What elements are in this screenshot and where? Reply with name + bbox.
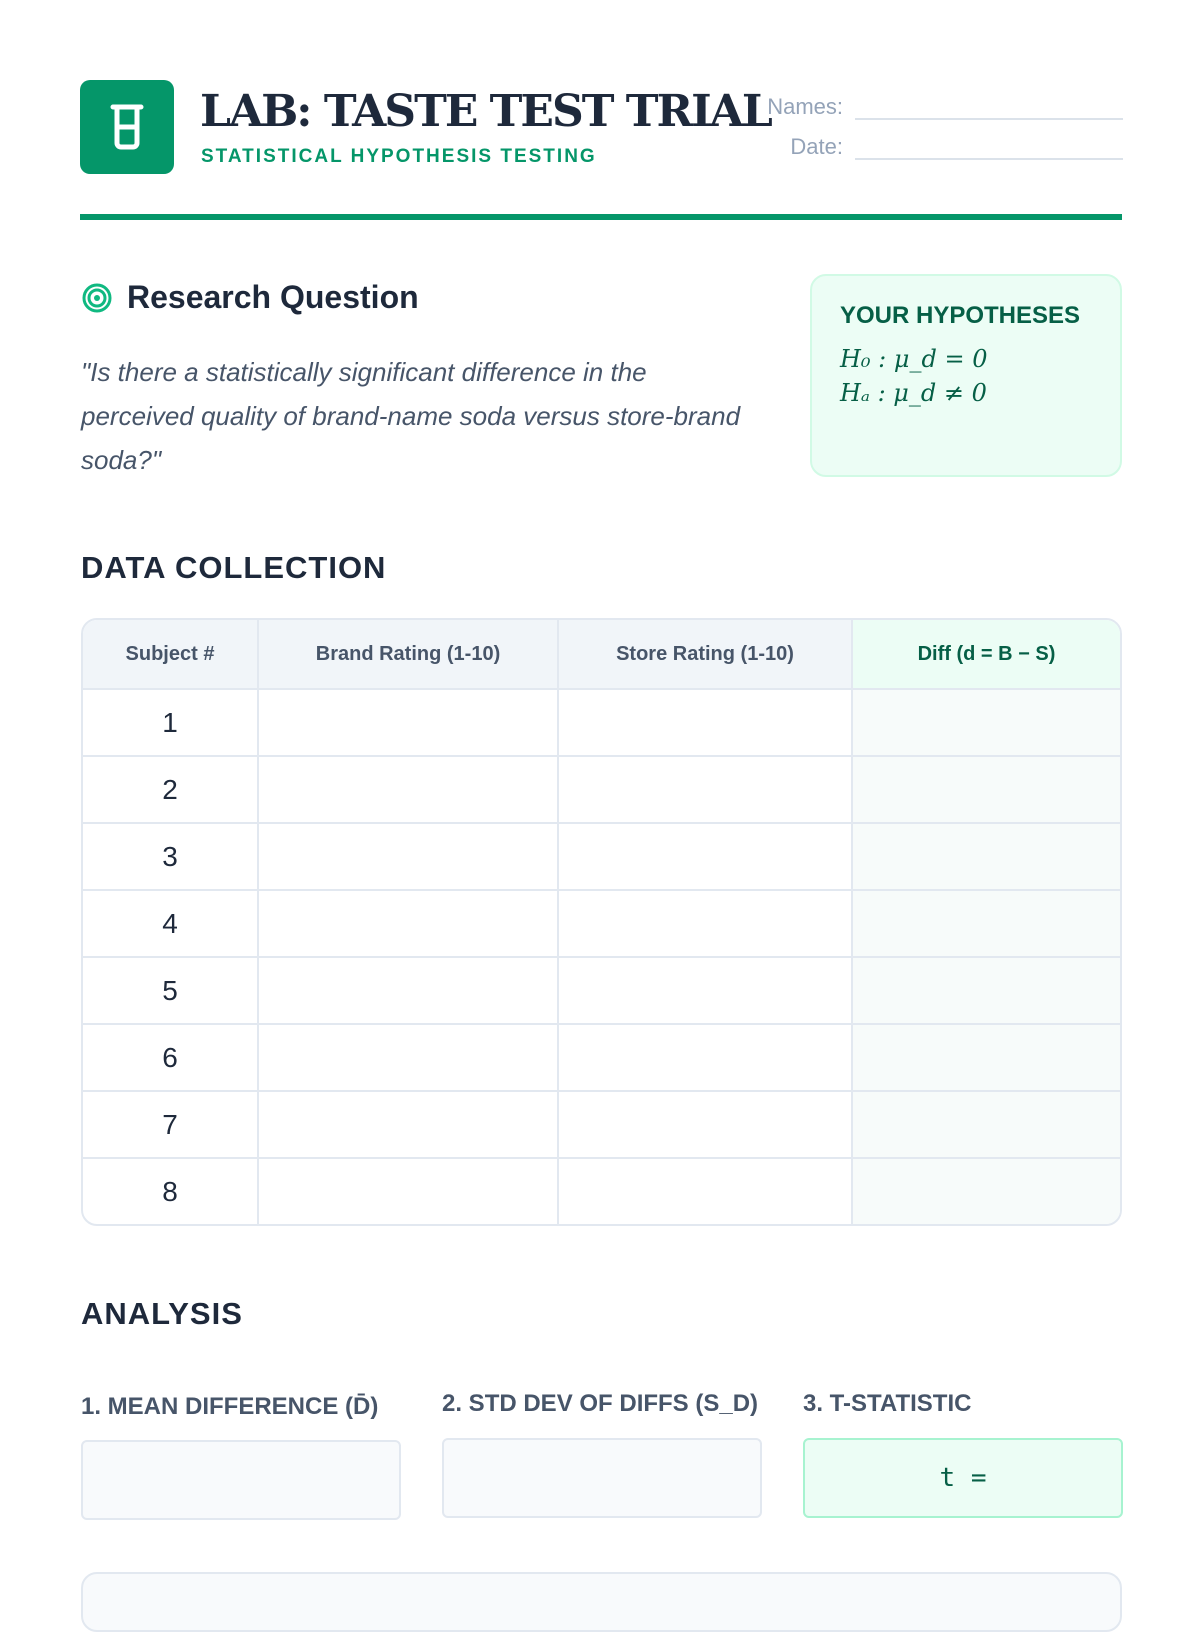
subject-number: 7 [83, 1090, 259, 1157]
brand-rating-cell[interactable] [259, 755, 559, 822]
diff-cell[interactable] [853, 1157, 1120, 1224]
null-hypothesis: H₀ : μ_d = 0 [840, 345, 988, 373]
diff-cell[interactable] [853, 822, 1120, 889]
store-rating-cell[interactable] [559, 889, 853, 956]
subject-number: 4 [83, 889, 259, 956]
conclusion-box[interactable] [81, 1572, 1122, 1632]
brand-rating-cell[interactable] [259, 688, 559, 755]
research-question-text: "Is there a statistically significant di… [81, 357, 741, 475]
mean-difference-label: 1. MEAN DIFFERENCE (D̄) [81, 1393, 379, 1420]
date-label: Date: [790, 134, 843, 159]
store-rating-cell[interactable] [559, 822, 853, 889]
subject-number: 6 [83, 1023, 259, 1090]
table-row: 5 [83, 956, 1120, 1023]
hypotheses-box: YOUR HYPOTHESES H₀ : μ_d = 0 Hₐ : μ_d ≠ … [810, 274, 1122, 477]
store-rating-cell[interactable] [559, 1090, 853, 1157]
store-rating-cell[interactable] [559, 755, 853, 822]
page-title: LAB: TASTE TEST TRIAL [200, 86, 773, 137]
brand-rating-cell[interactable] [259, 956, 559, 1023]
brand-rating-cell[interactable] [259, 1090, 559, 1157]
data-table: Subject # Brand Rating (1-10) Store Rati… [81, 618, 1122, 1226]
table-row: 7 [83, 1090, 1120, 1157]
diff-cell[interactable] [853, 1023, 1120, 1090]
subject-number: 3 [83, 822, 259, 889]
column-header: Brand Rating (1-10) [259, 620, 559, 688]
names-label: Names: [767, 94, 843, 119]
alternative-hypothesis: Hₐ : μ_d ≠ 0 [840, 379, 987, 407]
subject-number: 1 [83, 688, 259, 755]
store-rating-cell[interactable] [559, 688, 853, 755]
diff-cell[interactable] [853, 956, 1120, 1023]
diff-cell[interactable] [853, 1090, 1120, 1157]
table-row: 3 [83, 822, 1120, 889]
hypotheses-title: YOUR HYPOTHESES [840, 302, 1081, 329]
brand-rating-cell[interactable] [259, 822, 559, 889]
page-subtitle: STATISTICAL HYPOTHESIS TESTING [201, 146, 597, 167]
diff-cell[interactable] [853, 755, 1120, 822]
table-row: 2 [83, 755, 1120, 822]
column-header: Subject # [83, 620, 259, 688]
diff-cell[interactable] [853, 889, 1120, 956]
std-dev-label: 2. STD DEV OF DIFFS (S_D) [442, 1390, 759, 1417]
store-rating-cell[interactable] [559, 1023, 853, 1090]
research-question-title: Research Question [127, 279, 419, 315]
brand-rating-cell[interactable] [259, 1023, 559, 1090]
subject-number: 8 [83, 1157, 259, 1224]
store-rating-cell[interactable] [559, 956, 853, 1023]
subject-number: 2 [83, 755, 259, 822]
brand-rating-cell[interactable] [259, 1157, 559, 1224]
table-row: 4 [83, 889, 1120, 956]
mean-difference-input[interactable] [81, 1440, 401, 1520]
beaker-icon [110, 104, 144, 150]
std-dev-input[interactable] [442, 1438, 762, 1518]
data-collection-title: DATA COLLECTION [81, 550, 387, 585]
logo [80, 80, 174, 174]
table-row: 6 [83, 1023, 1120, 1090]
t-statistic-value: t = [939, 1463, 987, 1493]
column-header: Diff (d = B − S) [853, 620, 1120, 688]
analysis-title: ANALYSIS [81, 1296, 243, 1331]
header-divider [80, 214, 1122, 220]
brand-rating-cell[interactable] [259, 889, 559, 956]
table-row: 8 [83, 1157, 1120, 1224]
diff-cell[interactable] [853, 688, 1120, 755]
t-statistic-input[interactable]: t = [803, 1438, 1123, 1518]
target-icon [82, 283, 112, 313]
t-statistic-label: 3. T-STATISTIC [803, 1390, 972, 1417]
table-row: 1 [83, 688, 1120, 755]
subject-number: 5 [83, 956, 259, 1023]
store-rating-cell[interactable] [559, 1157, 853, 1224]
column-header: Store Rating (1-10) [559, 620, 853, 688]
names-field[interactable] [855, 118, 1123, 120]
date-field[interactable] [855, 158, 1123, 160]
